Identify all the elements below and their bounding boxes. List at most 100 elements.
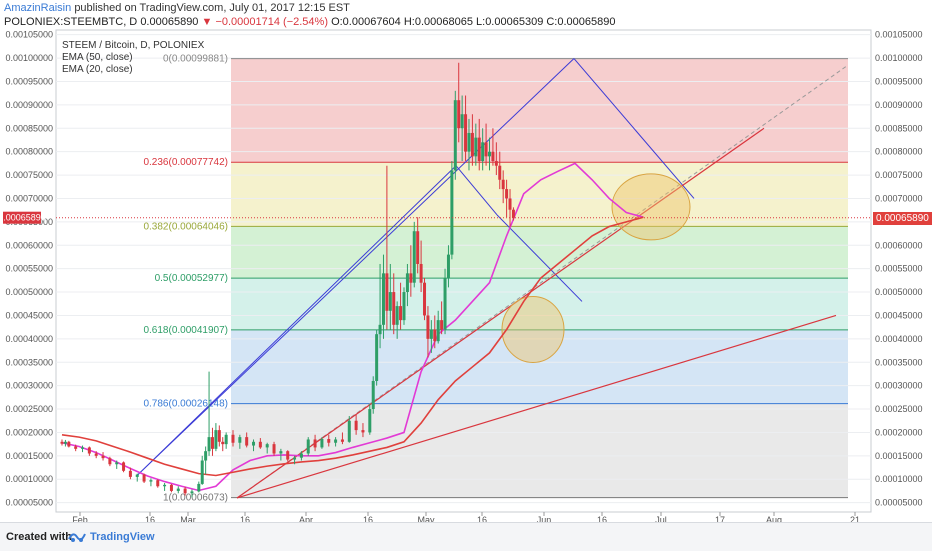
candle-body: [115, 462, 119, 465]
x-tick-label: 16: [240, 515, 250, 522]
x-tick-label: 16: [145, 515, 155, 522]
y-tick-label-left: 0.00095000: [5, 76, 53, 86]
x-tick-label: 16: [477, 515, 487, 522]
candle-body: [279, 451, 283, 454]
candle-body: [433, 329, 437, 342]
x-tick-label: 21: [850, 515, 860, 522]
tradingview-logo-icon: [68, 533, 86, 542]
y-tick-label-right: 0.00075000: [875, 170, 923, 180]
candle-body: [320, 438, 324, 448]
down-arrow-icon: ▼: [201, 16, 213, 28]
legend-title: STEEM / Bitcoin, D, POLONIEX: [62, 40, 205, 51]
y-tick-label-left: 0.00105000: [5, 30, 53, 40]
candle-body: [272, 444, 276, 454]
candle-body: [252, 441, 256, 446]
y-tick-label-right: 0.00095000: [875, 76, 923, 86]
candle-body: [204, 451, 208, 461]
x-tick-label: 17: [715, 515, 725, 522]
y-tick-label-left: 0.00025000: [5, 404, 53, 414]
candle-body: [375, 334, 379, 381]
candle-body: [416, 231, 420, 264]
price-change: −0.00001714 (−2.54%): [215, 16, 328, 28]
fib-zone: [231, 162, 848, 227]
highlight-ellipse: [501, 295, 565, 363]
candle-body: [395, 306, 399, 325]
y-tick-label-left: 0.00080000: [5, 147, 53, 157]
pattern-line: [137, 58, 575, 475]
ohlc-values: O:0.00067604 H:0.00068065 L:0.00065309 C…: [331, 16, 616, 28]
candle-body: [498, 165, 502, 180]
candle-body: [501, 179, 505, 190]
candle-body: [176, 488, 180, 491]
candle-body: [108, 458, 112, 465]
candle-body: [443, 278, 447, 330]
dashed-trendline: [236, 64, 849, 499]
author-name[interactable]: AmazinRaisin: [4, 2, 72, 14]
candle-body: [491, 151, 495, 162]
tradingview-link[interactable]: TradingView: [90, 531, 155, 543]
y-tick-label-right: 0.00100000: [875, 53, 923, 63]
fib-zone: [231, 58, 848, 163]
candle-body: [453, 100, 457, 171]
candle-body: [385, 273, 389, 311]
candle-body: [477, 137, 481, 162]
candle-body: [388, 292, 392, 311]
x-tick-label: Jul: [655, 515, 667, 522]
candle-body: [163, 484, 167, 487]
legend-ema20: EMA (20, close): [62, 64, 133, 75]
candle-body: [63, 441, 67, 444]
pattern-line: [496, 214, 583, 302]
symbol-header: POLONIEX:STEEMBTC, D 0.00065890 ▼ −0.000…: [4, 16, 615, 28]
price-chart[interactable]: 0(0.00099881) 0.236(0.00077742) 0.382(0.00…: [0, 0, 932, 522]
candle-body: [347, 420, 351, 442]
candle-body: [467, 132, 471, 152]
x-tick-label: Apr: [299, 515, 313, 522]
candle-body: [245, 437, 249, 446]
y-tick-label-right: 0.00080000: [875, 147, 923, 157]
y-tick-label-right: 0.00005000: [875, 498, 923, 508]
x-tick-label: May: [417, 515, 435, 522]
candle-body: [149, 480, 153, 482]
y-tick-label-left: 0.00035000: [5, 357, 53, 367]
x-tick-label: Aug: [766, 515, 782, 522]
publish-info: published on TradingView.com, July 01, 2…: [74, 2, 350, 14]
y-tick-label-left: 0.00060000: [5, 240, 53, 250]
candle-body: [128, 470, 132, 477]
candle-body: [412, 231, 416, 283]
candle-body: [440, 320, 444, 330]
y-tick-label-left: 0.00090000: [5, 100, 53, 110]
fib-label: 0.5(0.00052977): [155, 273, 228, 284]
pattern-line: [573, 58, 695, 199]
left-price-tag: [3, 211, 41, 224]
y-tick-label-left: 0.00055000: [5, 264, 53, 274]
y-tick-label-right: 0.00040000: [875, 334, 923, 344]
x-tick-label: 16: [597, 515, 607, 522]
y-tick-label-right: 0.00045000: [875, 310, 923, 320]
support-trendline-steep: [236, 127, 765, 499]
symbol-label: POLONIEX:STEEMBTC, D: [4, 16, 138, 28]
y-tick-label-right: 0.00025000: [875, 404, 923, 414]
candle-body: [221, 441, 225, 445]
candle-body: [484, 142, 488, 157]
fib-label: 1(0.00006073): [163, 493, 228, 504]
candle-body: [286, 451, 290, 460]
candle-body: [378, 324, 382, 335]
candle-body: [402, 292, 406, 321]
highlight-ellipse: [611, 173, 691, 241]
y-tick-label-left: 0.00045000: [5, 310, 53, 320]
candle-body: [470, 132, 474, 157]
y-tick-label-left: 0.00085000: [5, 123, 53, 133]
candle-body: [371, 380, 375, 410]
candle-body: [340, 439, 344, 442]
candle-body: [446, 254, 450, 279]
fib-zone: [231, 226, 848, 279]
y-tick-label-right: 0.00060000: [875, 240, 923, 250]
candle-body: [436, 320, 440, 342]
candle-body: [429, 329, 433, 339]
x-tick-label: 16: [363, 515, 373, 522]
candle-body: [392, 292, 396, 325]
candle-body: [214, 430, 218, 449]
candle-body: [207, 437, 211, 452]
candle-body: [87, 447, 91, 454]
left-price-tag-text: 0.00065890: [0, 213, 46, 223]
